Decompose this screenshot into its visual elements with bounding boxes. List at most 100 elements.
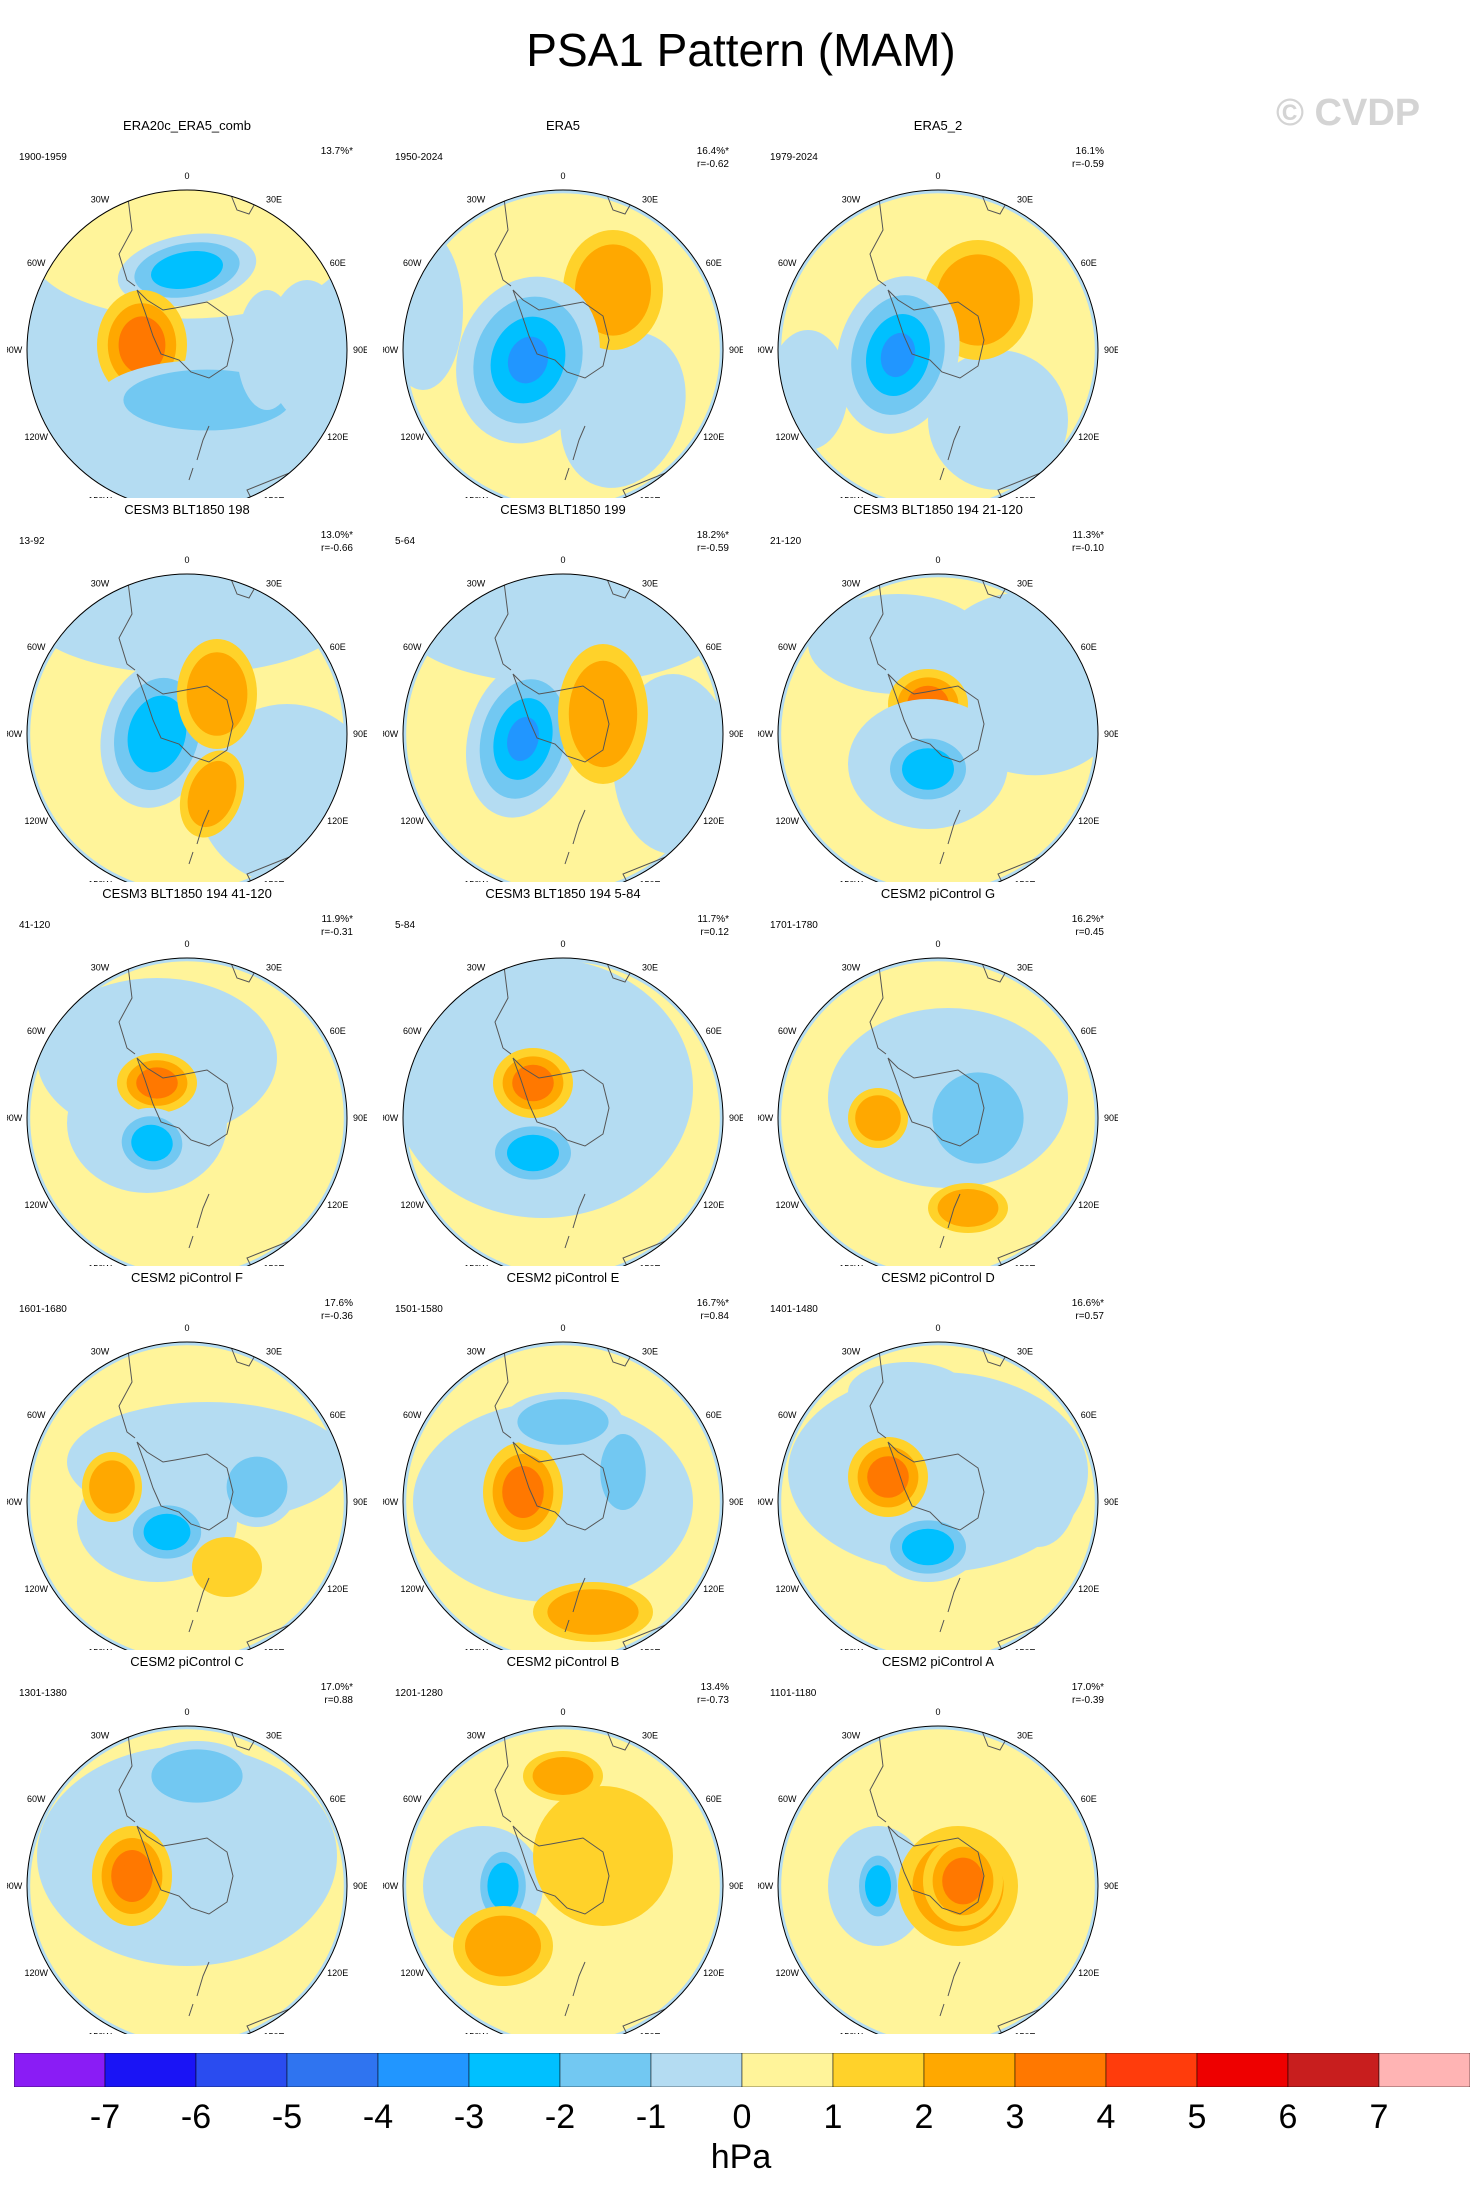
map-boundary [26,957,348,1266]
anomaly-contour [512,1064,554,1102]
map-panel: 030E60E90E120E150E180150W120W90W60W30WCE… [383,1654,743,2034]
antarctica-coastline [512,1441,610,1531]
colorbar-segment [468,2053,561,2087]
colorbar-units: hPa [710,2138,772,2176]
longitude-label: 120W [401,816,425,826]
panel-correlation: r=-0.73 [697,1695,729,1706]
longitude-label: 0 [560,1707,565,1717]
map-boundary [402,1725,724,2034]
longitude-label: 0 [935,939,940,949]
longitude-label: 120E [327,432,348,442]
panel-variance: 17.6% [324,1298,353,1309]
panel-period: 5-84 [395,920,416,931]
anomaly-contour [533,1786,673,1926]
map-panel: 030E60E90E120E150E180150W120W90W60W30WER… [7,118,367,498]
longitude-label: 120W [25,1968,49,1978]
longitude-label: 0 [935,1707,940,1717]
longitude-label: 60W [403,642,422,652]
new-zealand-coastline [188,809,210,865]
anomaly-contour [89,1460,135,1514]
longitude-label: 0 [560,1323,565,1333]
longitude-label: 60W [778,642,797,652]
panel-variance: 13.4% [700,1682,729,1693]
map-panel: 030E60E90E120E150E180150W120W90W60W30WCE… [7,502,367,882]
anomaly-contour [865,1865,891,1907]
longitude-label: 150W [839,880,863,882]
antarctica-coastline [887,289,985,379]
south-america-coastline [494,958,512,1055]
map-panel: 030E60E90E120E150E180150W120W90W60W30WCE… [758,1654,1118,2034]
longitude-label: 150E [263,1264,284,1266]
anomaly-contour [600,1434,646,1510]
new-zealand-coastline [939,425,961,481]
africa-coastline [604,958,634,983]
panel-title: CESM3 BLT1850 199 [500,502,626,517]
antarctica-coastline [887,1441,985,1531]
longitude-label: 120W [401,1968,425,1978]
anomaly-contour [465,1915,541,1977]
longitude-label: 60W [778,1410,797,1420]
polar-map: 030E60E90E120E150E180150W120W90W60W30W [758,939,1118,1266]
colorbar-segment [559,2053,652,2087]
longitude-label: 120E [703,1200,724,1210]
new-zealand-coastline [564,1961,586,2017]
new-zealand-coastline [188,1577,210,1633]
south-america-coastline [118,1342,136,1439]
longitude-label: 60E [706,1794,722,1804]
longitude-label: 30E [1017,194,1033,204]
longitude-label: 90E [729,345,743,355]
longitude-label: 120E [1078,1584,1099,1594]
longitude-label: 60E [706,642,722,652]
longitude-label: 30W [467,194,486,204]
panel-period: 1401-1480 [770,1304,818,1315]
longitude-label: 90W [7,345,23,355]
map-panel: 030E60E90E120E150E180150W120W90W60W30WCE… [383,886,743,1266]
panel-title: CESM2 piControl G [880,886,996,901]
longitude-label: 90W [383,1113,399,1123]
polar-map: 030E60E90E120E150E180150W120W90W60W30W [758,1323,1118,1650]
longitude-label: 30E [642,1346,658,1356]
africa-coastline [604,1726,634,1751]
colorbar-tick-label: 4 [1096,2098,1116,2136]
panel-title: ERA20c_ERA5_comb [123,118,251,133]
panel-period: 1101-1180 [770,1688,817,1699]
longitude-label: 90E [729,1113,743,1123]
longitude-label: 150W [88,496,112,498]
anomaly-contour [880,332,916,378]
map-panel: 030E60E90E120E150E180150W120W90W60W30WER… [758,118,1118,498]
watermark: © CVDP [1276,92,1421,134]
longitude-label: 60W [403,1026,422,1036]
new-zealand-coastline [939,1577,961,1633]
map-boundary [26,189,348,498]
longitude-label: 30W [842,1730,861,1740]
longitude-label: 0 [184,1323,189,1333]
map-panel: 030E60E90E120E150E180150W120W90W60W30WER… [383,118,743,498]
longitude-label: 90W [7,1497,23,1507]
longitude-label: 30W [467,1346,486,1356]
anomaly-contour [143,1513,191,1551]
longitude-label: 90W [383,345,399,355]
panel-period: 1301-1380 [19,1688,67,1699]
longitude-label: 30E [1017,578,1033,588]
longitude-label: 150E [639,496,660,498]
panel-correlation: r=0.12 [700,927,729,938]
longitude-label: 30E [642,578,658,588]
panel-correlation: r=-0.10 [1072,543,1104,554]
map-boundary [777,1341,1099,1650]
longitude-label: 30W [91,962,110,972]
longitude-label: 150W [839,1648,863,1650]
longitude-label: 120W [776,816,800,826]
panel-correlation: r=-0.31 [321,927,353,938]
africa-coastline [228,1342,258,1367]
longitude-label: 60E [1081,1026,1097,1036]
longitude-label: 90W [758,345,774,355]
anomaly-contour [532,1757,594,1795]
longitude-label: 30E [266,578,282,588]
longitude-label: 150W [464,1264,488,1266]
longitude-label: 90W [7,1113,23,1123]
map-panel: 030E60E90E120E150E180150W120W90W60W30WCE… [383,1270,743,1650]
longitude-label: 0 [560,939,565,949]
longitude-label: 150W [464,1648,488,1650]
longitude-label: 60W [27,1794,46,1804]
africa-coastline [979,1726,1009,1751]
